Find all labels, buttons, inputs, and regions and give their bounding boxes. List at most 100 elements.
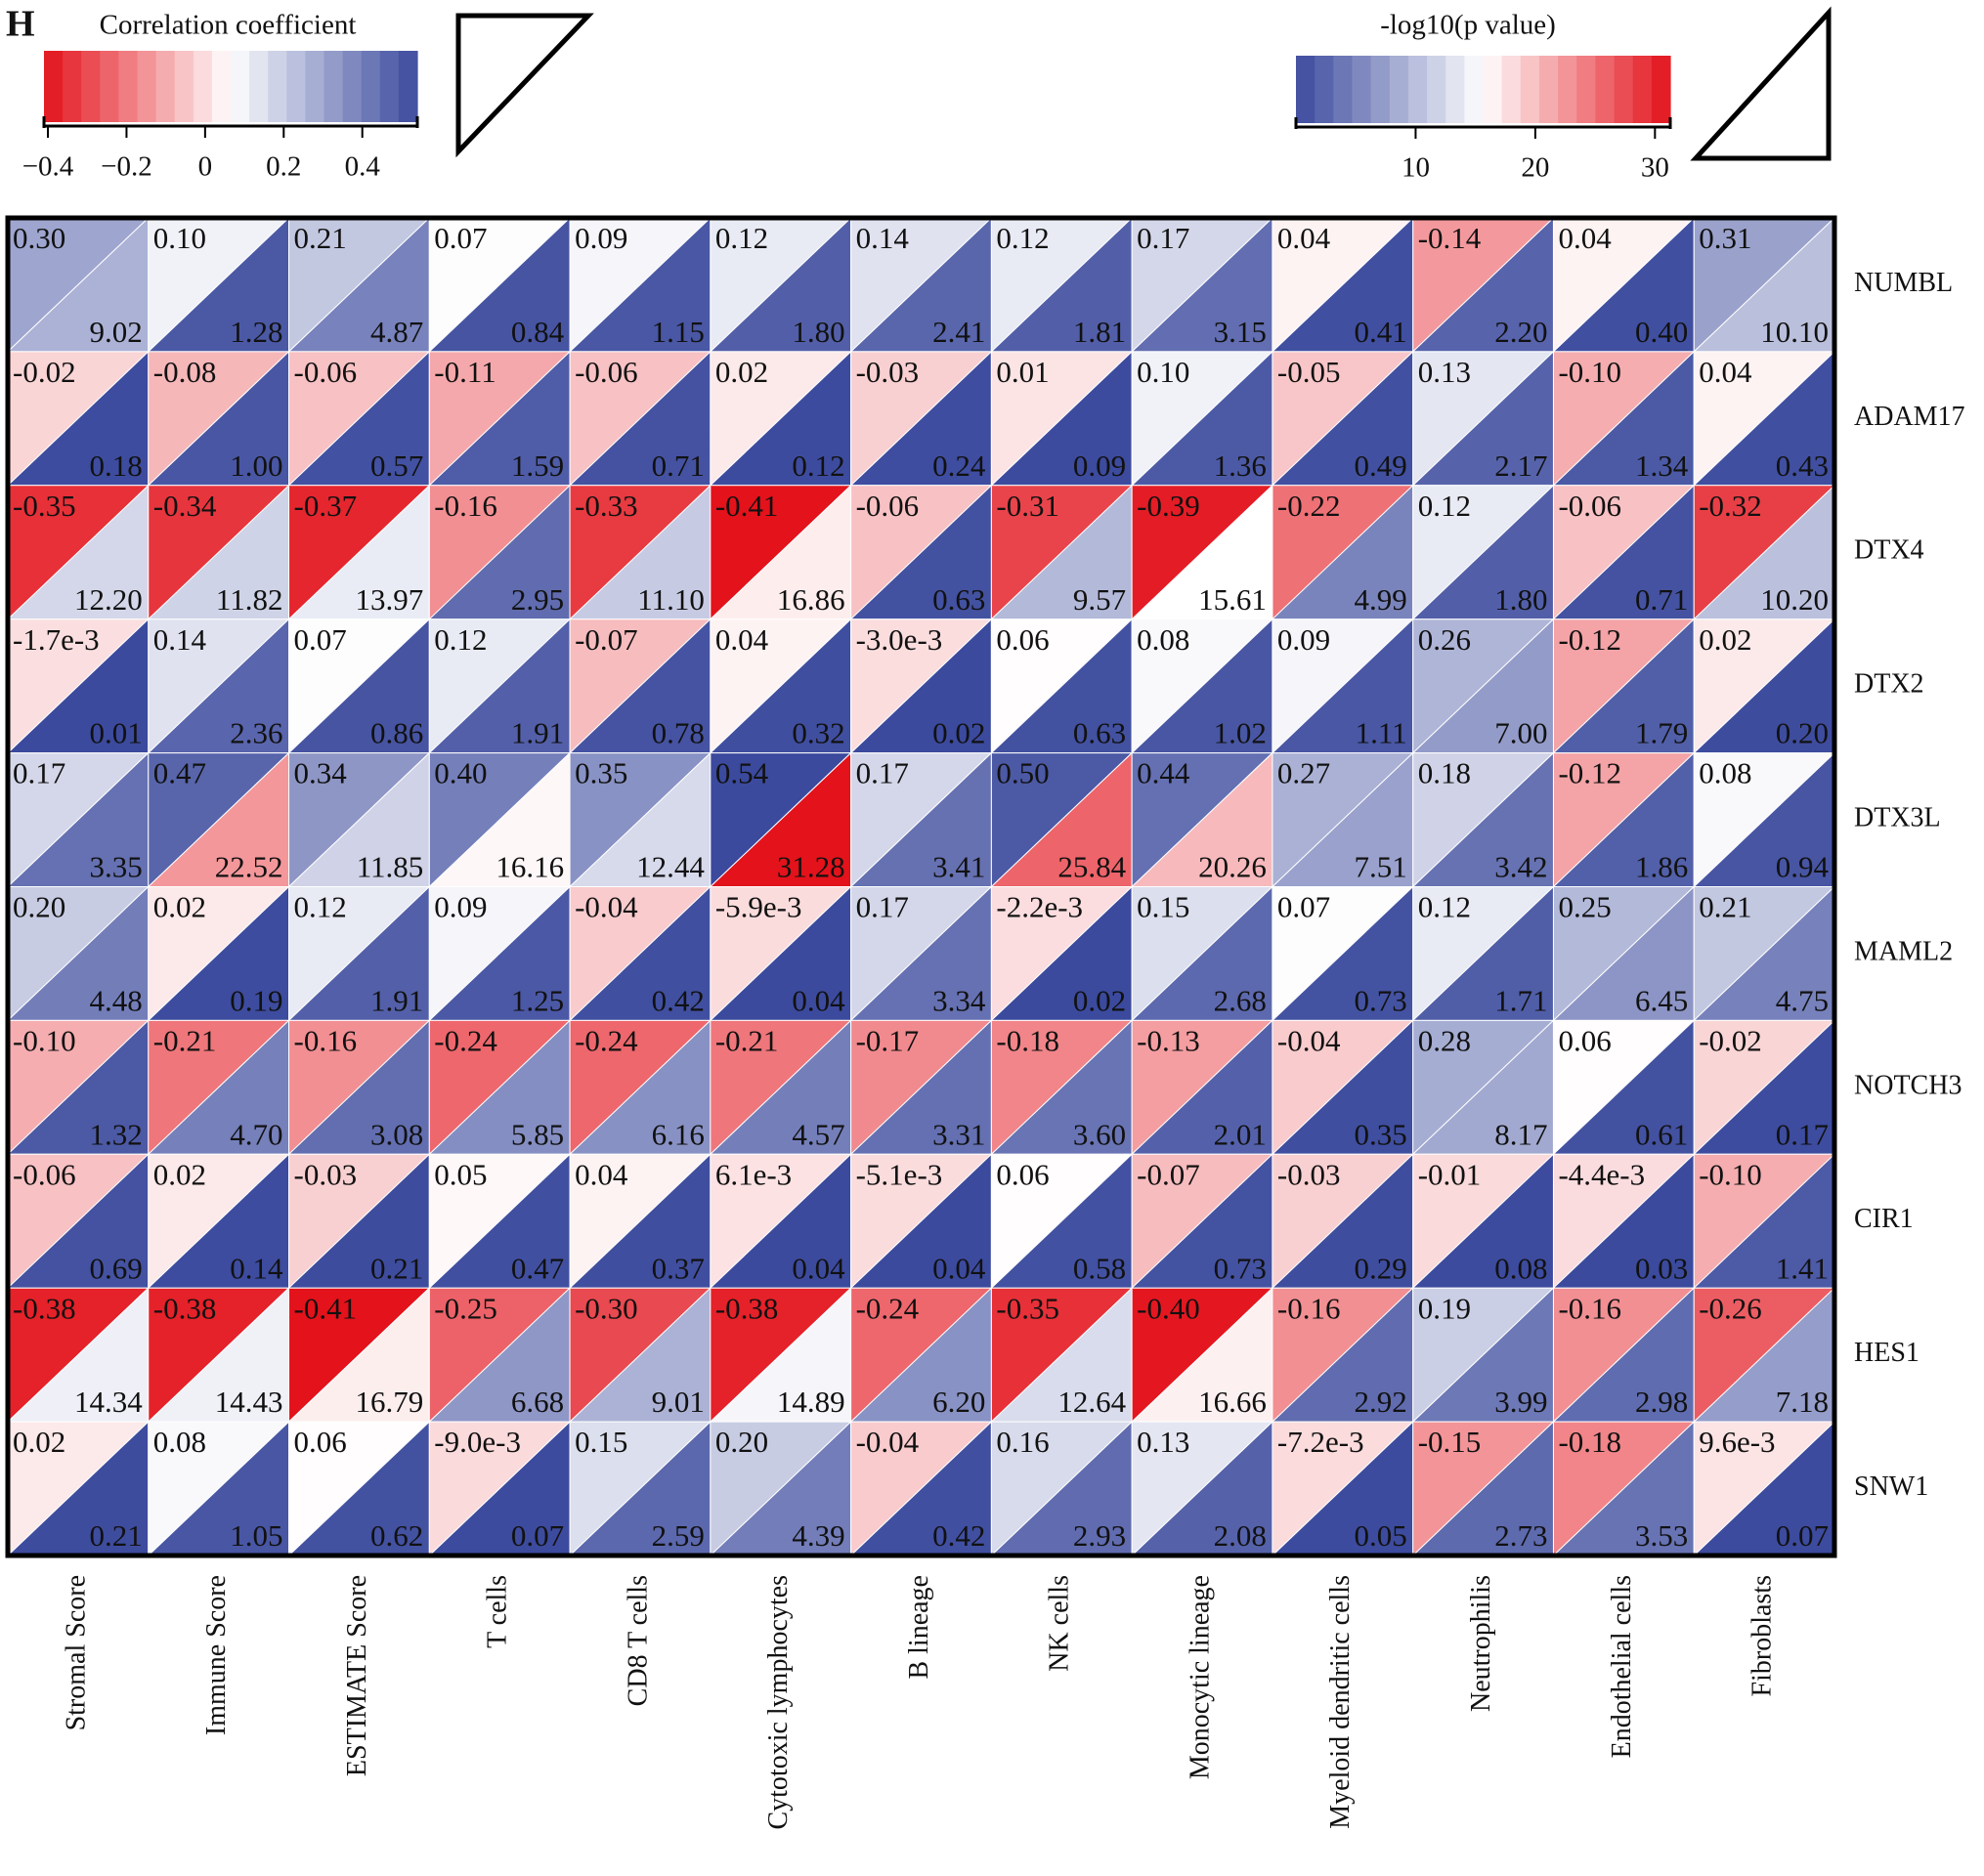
pvalue-label: 2.41 xyxy=(932,315,985,349)
pvalue-label: 2.73 xyxy=(1494,1518,1547,1553)
pvalue-label: 2.92 xyxy=(1354,1385,1406,1419)
pvalue-label: 0.17 xyxy=(1776,1117,1829,1151)
correlation-label: -0.32 xyxy=(1699,489,1762,523)
pvalue-label: 0.63 xyxy=(1073,716,1126,750)
colorbar-tick-label: 0.2 xyxy=(266,151,301,183)
pvalue-label: 2.20 xyxy=(1494,315,1547,349)
pvalue-label: 12.20 xyxy=(74,582,143,617)
colorbar-step xyxy=(1576,56,1596,123)
colorbar-step xyxy=(268,51,287,122)
pvalue-label: 16.66 xyxy=(1198,1385,1267,1419)
pvalue-label: 4.87 xyxy=(370,315,423,349)
correlation-label: 0.09 xyxy=(434,890,487,924)
correlation-label: -0.40 xyxy=(1137,1291,1200,1325)
colorbar-step xyxy=(100,51,119,122)
colorbar-step xyxy=(398,51,418,122)
pvalue-label: 0.01 xyxy=(90,716,143,750)
column-label: Neutrophilis xyxy=(1466,1575,1496,1712)
correlation-label: 0.06 xyxy=(996,622,1049,657)
pvalue-label: 11.82 xyxy=(216,582,283,617)
pvalue-label: 0.49 xyxy=(1354,448,1406,483)
pvalue-label: 5.85 xyxy=(511,1117,564,1151)
pvalue-label: 22.52 xyxy=(215,850,283,884)
colorbar-step xyxy=(1520,56,1540,123)
heatmap-border xyxy=(5,215,1837,1558)
correlation-label: 0.15 xyxy=(575,1425,627,1459)
pvalue-label: 2.98 xyxy=(1635,1385,1688,1419)
correlation-label: 0.31 xyxy=(1699,221,1751,255)
colorbar-step xyxy=(1296,56,1315,123)
colorbar-step xyxy=(81,51,101,122)
colorbar-step xyxy=(193,51,213,122)
pvalue-label: 4.75 xyxy=(1776,984,1829,1018)
pvalue-label: 0.58 xyxy=(1073,1251,1126,1285)
column-label: T cells xyxy=(483,1575,513,1648)
pvalue-label: 4.57 xyxy=(792,1117,844,1151)
pvalue-label: 0.19 xyxy=(230,984,282,1018)
correlation-label: -0.24 xyxy=(434,1024,497,1058)
pvalue-label: 0.73 xyxy=(1354,984,1406,1018)
correlation-label: -9.0e-3 xyxy=(434,1425,521,1459)
pvalue-label: 25.84 xyxy=(1057,850,1126,884)
row-label: DTX2 xyxy=(1854,669,1924,700)
colorbar-tick-label: −0.4 xyxy=(22,151,74,183)
correlation-triangle-icon xyxy=(455,13,594,158)
correlation-label: 9.6e-3 xyxy=(1699,1425,1775,1459)
pvalue-label: 3.15 xyxy=(1214,315,1267,349)
pvalue-label: 31.28 xyxy=(777,850,845,884)
correlation-label: 0.12 xyxy=(1418,890,1471,924)
correlation-label: -0.16 xyxy=(1277,1291,1341,1325)
pvalue-label: 1.41 xyxy=(1776,1251,1829,1285)
correlation-label: 0.20 xyxy=(13,890,65,924)
correlation-label: 0.30 xyxy=(13,221,65,255)
correlation-label: -0.06 xyxy=(294,355,358,389)
colorbar-step xyxy=(249,51,269,122)
correlation-label: -0.02 xyxy=(1699,1024,1762,1058)
pvalue-label: 0.04 xyxy=(932,1251,986,1285)
correlation-label: -0.10 xyxy=(1558,355,1621,389)
column-label: Endothelial cells xyxy=(1607,1575,1637,1758)
pvalue-label: 4.48 xyxy=(90,984,143,1018)
correlation-label: 0.34 xyxy=(294,756,348,790)
correlation-label: 0.47 xyxy=(153,756,206,790)
pvalue-label: 3.53 xyxy=(1635,1518,1688,1553)
pvalue-label: 9.02 xyxy=(90,315,143,349)
pvalue-label: 1.28 xyxy=(230,315,282,349)
column-label: Cytotoxic lymphocytes xyxy=(763,1575,794,1830)
correlation-label: 0.13 xyxy=(1418,355,1471,389)
correlation-label: 0.25 xyxy=(1558,890,1611,924)
pvalue-label: 1.81 xyxy=(1073,315,1126,349)
correlation-label: -0.24 xyxy=(856,1291,920,1325)
colorbar-step xyxy=(1370,56,1391,123)
pvalue-label: 0.07 xyxy=(1776,1518,1829,1553)
pvalue-label: 0.43 xyxy=(1776,448,1829,483)
correlation-label: 0.10 xyxy=(153,221,206,255)
pvalue-label: 0.24 xyxy=(932,448,986,483)
pvalue-label: 9.01 xyxy=(652,1385,705,1419)
pvalue-label: 3.99 xyxy=(1494,1385,1547,1419)
correlation-label: 0.28 xyxy=(1418,1024,1471,1058)
pvalue-label: 0.29 xyxy=(1354,1251,1406,1285)
colorbar-step xyxy=(1333,56,1354,123)
correlation-label: -0.07 xyxy=(575,622,638,657)
pvalue-label: 3.35 xyxy=(90,850,143,884)
pvalue-label: 2.17 xyxy=(1494,448,1547,483)
colorbar-step xyxy=(1538,56,1559,123)
correlation-label: -0.16 xyxy=(434,489,497,523)
pvalue-label: 0.04 xyxy=(792,1251,845,1285)
correlation-label: 0.15 xyxy=(1137,890,1189,924)
pvalue-label: 11.85 xyxy=(357,850,424,884)
pvalue-triangle-icon xyxy=(1690,6,1832,161)
correlation-label: -2.2e-3 xyxy=(996,890,1083,924)
correlation-label: -0.13 xyxy=(1137,1024,1200,1058)
colorbar-tick-label: −0.2 xyxy=(101,151,152,183)
correlation-label: -0.10 xyxy=(1699,1157,1762,1191)
correlation-label: -0.24 xyxy=(575,1024,638,1058)
pvalue-label: 0.40 xyxy=(1635,315,1688,349)
pvalue-label: 2.95 xyxy=(511,582,564,617)
colorbar-step xyxy=(1464,56,1485,123)
pvalue-label: 16.86 xyxy=(777,582,845,617)
pvalue-label: 6.16 xyxy=(652,1117,705,1151)
pvalue-label: 1.59 xyxy=(511,448,564,483)
row-label: HES1 xyxy=(1854,1338,1919,1368)
